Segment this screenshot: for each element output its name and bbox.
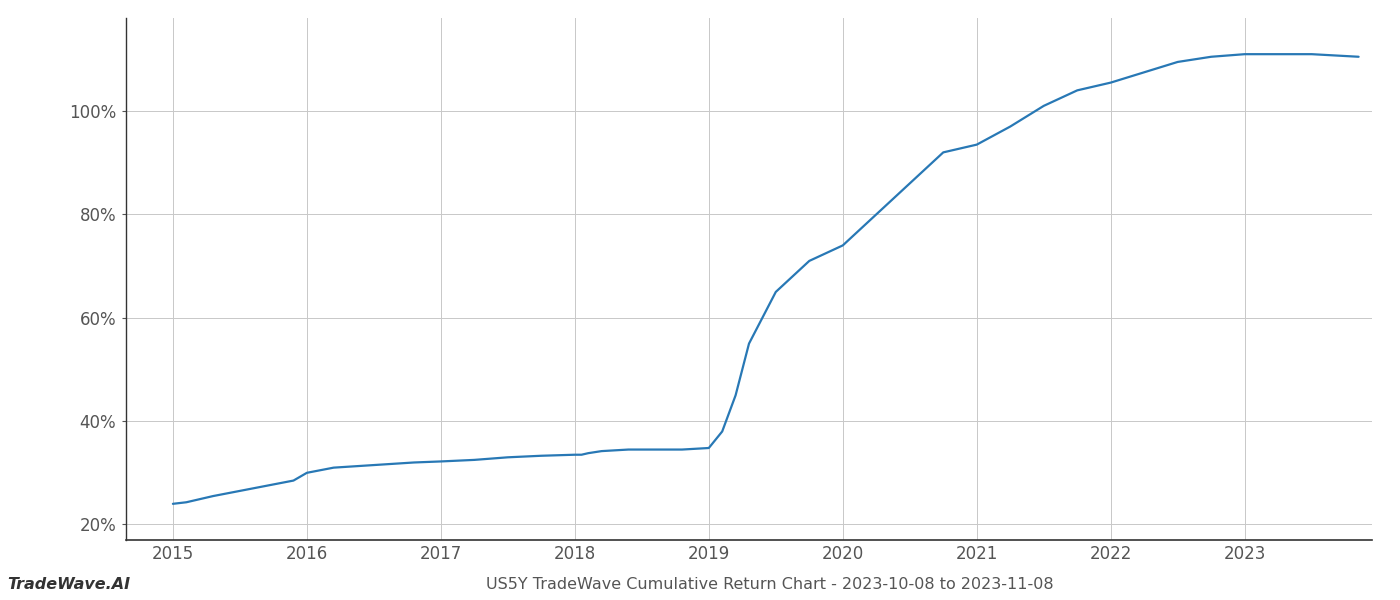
Text: TradeWave.AI: TradeWave.AI: [7, 577, 130, 592]
Text: US5Y TradeWave Cumulative Return Chart - 2023-10-08 to 2023-11-08: US5Y TradeWave Cumulative Return Chart -…: [486, 577, 1054, 592]
